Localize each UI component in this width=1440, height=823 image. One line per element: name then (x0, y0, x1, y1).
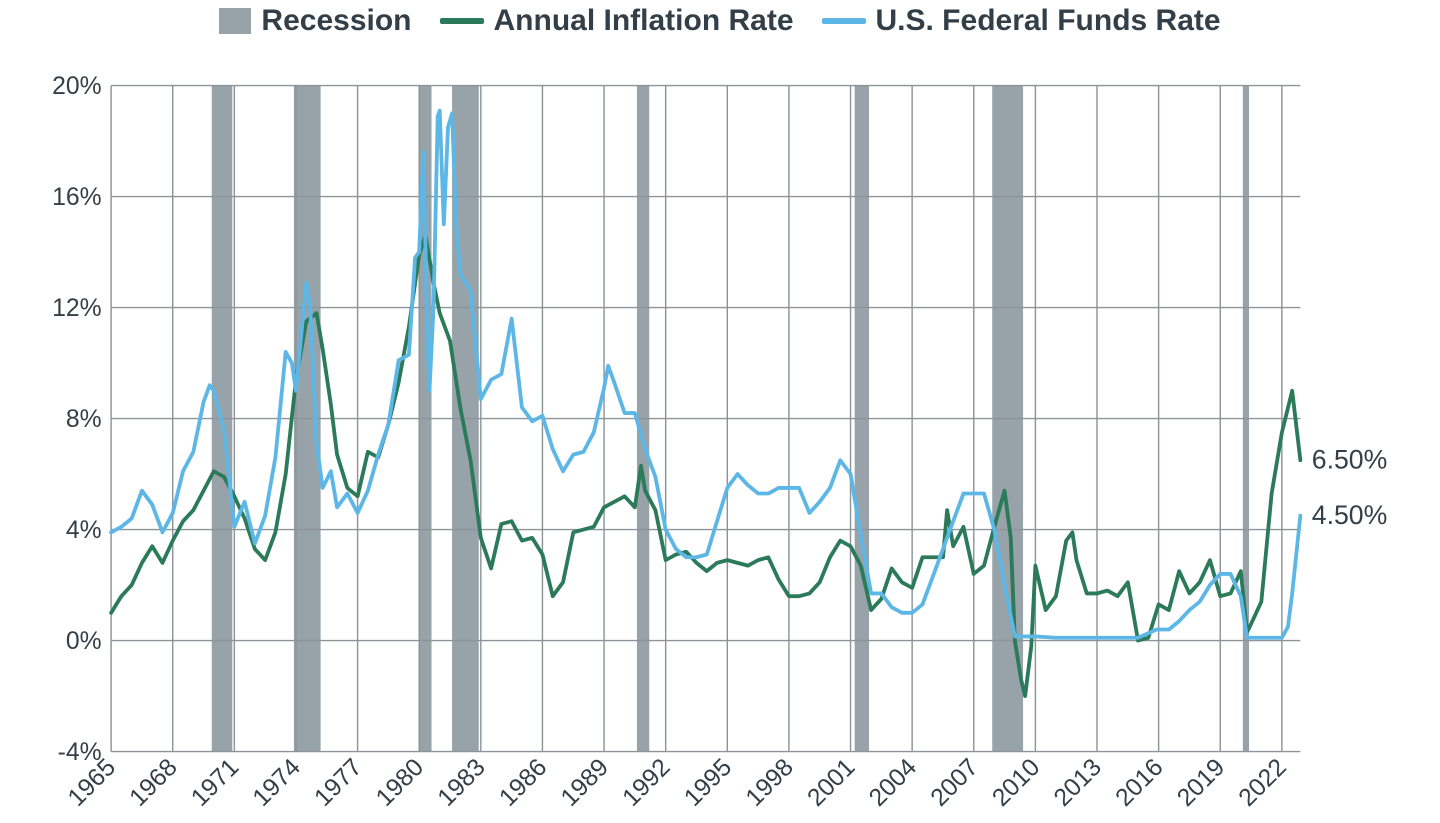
x-tick-label: 2022 (1234, 754, 1292, 812)
x-tick-label: 1974 (248, 754, 306, 812)
x-tick-label: 1992 (618, 754, 676, 812)
end-label-fedfunds: 4.50% (1312, 500, 1388, 530)
y-tick-label: 4% (66, 517, 102, 544)
chart-svg: -4%0%4%8%12%16%20%1965196819711974197719… (0, 38, 1440, 821)
series-line-fedfunds (111, 111, 1300, 638)
x-tick-label: 2016 (1111, 754, 1169, 812)
x-tick-label: 2010 (987, 754, 1045, 812)
y-tick-label: 12% (52, 295, 101, 322)
legend-label-fedfunds: U.S. Federal Funds Rate (876, 4, 1221, 38)
legend-swatch-fedfunds (822, 18, 866, 24)
legend-label-inflation: Annual Inflation Rate (494, 4, 794, 38)
x-tick-label: 1983 (433, 754, 491, 812)
end-label-inflation: 6.50% (1312, 445, 1388, 475)
x-tick-label: 1980 (371, 754, 429, 812)
x-tick-label: 2013 (1049, 754, 1107, 812)
x-tick-label: 1989 (556, 754, 614, 812)
legend-item-fedfunds: U.S. Federal Funds Rate (822, 4, 1221, 38)
legend: Recession Annual Inflation Rate U.S. Feder… (0, 0, 1440, 38)
legend-swatch-recession (219, 8, 251, 34)
series-line-inflation (111, 235, 1300, 696)
legend-item-recession: Recession (219, 4, 411, 38)
y-tick-label: 0% (66, 628, 102, 655)
x-tick-label: 1977 (310, 754, 368, 812)
legend-swatch-inflation (440, 18, 484, 24)
legend-item-inflation: Annual Inflation Rate (440, 4, 794, 38)
x-tick-label: 1971 (186, 754, 244, 812)
legend-label-recession: Recession (261, 4, 411, 38)
y-tick-label: 20% (52, 73, 101, 100)
x-tick-label: 2019 (1172, 754, 1230, 812)
x-tick-label: 1998 (741, 754, 799, 812)
y-tick-label: 8% (66, 406, 102, 433)
x-tick-label: 2001 (803, 754, 861, 812)
x-tick-label: 2004 (864, 754, 922, 812)
x-tick-label: 1986 (494, 754, 552, 812)
chart-container: Recession Annual Inflation Rate U.S. Feder… (0, 0, 1440, 823)
y-tick-label: 16% (52, 184, 101, 211)
x-tick-label: 1968 (125, 754, 183, 812)
x-tick-label: 2007 (926, 754, 984, 812)
x-tick-label: 1995 (679, 754, 737, 812)
